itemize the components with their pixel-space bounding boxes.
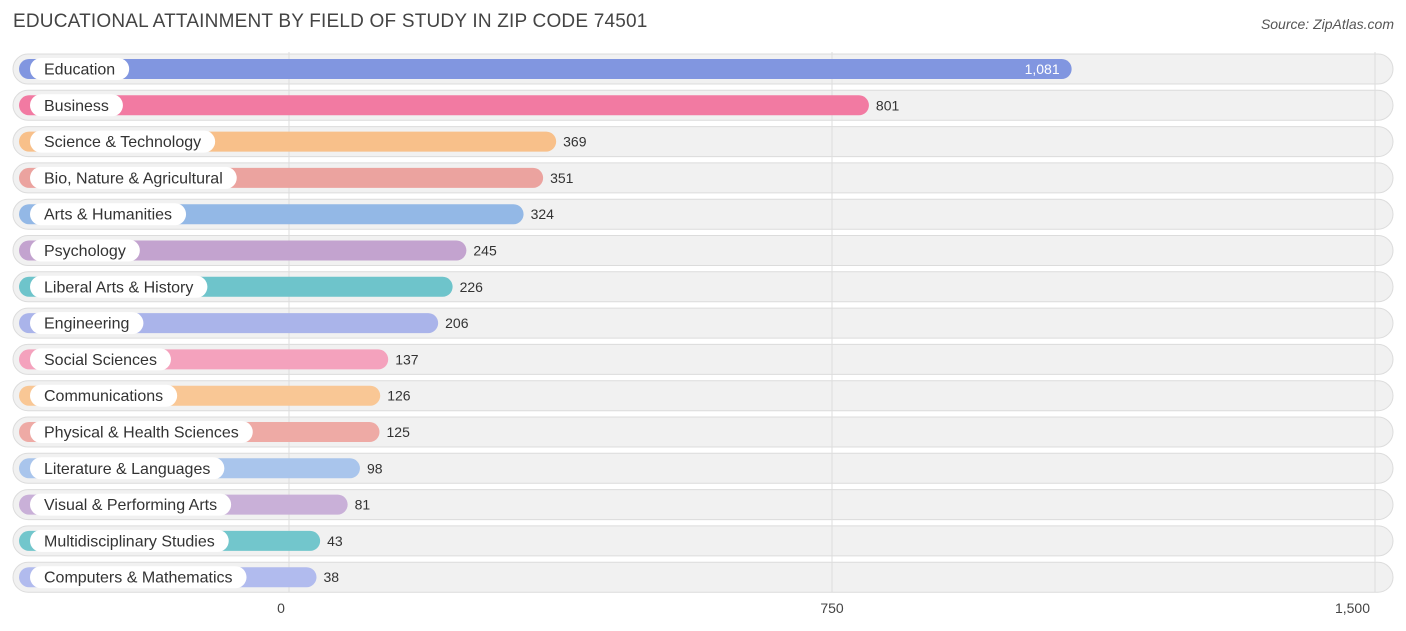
row-background — [12, 525, 1394, 557]
value-label: 126 — [387, 388, 411, 404]
category-label: Multidisciplinary Studies — [44, 533, 215, 550]
category-label: Psychology — [44, 243, 126, 260]
value-label: 43 — [327, 533, 343, 549]
value-label: 98 — [367, 460, 383, 476]
category-label-pill — [30, 566, 247, 589]
category-label: Business — [44, 98, 109, 115]
category-label: Bio, Nature & Agricultural — [44, 170, 223, 187]
value-label: 1,081 — [1025, 61, 1060, 77]
chart-title: EDUCATIONAL ATTAINMENT BY FIELD OF STUDY… — [13, 11, 648, 32]
category-label: Engineering — [44, 316, 129, 333]
category-label-pill — [30, 166, 237, 189]
category-label-pill — [30, 348, 171, 371]
bar — [19, 59, 1072, 79]
row-background — [12, 561, 1394, 593]
category-label: Computers & Mathematics — [44, 570, 233, 587]
category-label: Education — [44, 62, 115, 79]
category-label: Physical & Health Sciences — [44, 425, 239, 442]
category-label-pill — [30, 312, 144, 335]
category-label-pill — [30, 203, 187, 226]
value-label: 38 — [324, 569, 340, 585]
category-label-pill — [30, 529, 229, 552]
category-label-pill — [30, 493, 232, 516]
category-label: Social Sciences — [44, 352, 157, 369]
category-label-pill — [30, 58, 130, 80]
row-background — [12, 452, 1394, 484]
x-tick-label: 1,500 — [1335, 600, 1370, 616]
category-label: Communications — [44, 388, 163, 405]
x-tick-label: 0 — [277, 600, 285, 616]
value-label: 125 — [387, 424, 411, 440]
value-label: 801 — [876, 97, 900, 113]
category-label-pill — [30, 384, 178, 407]
category-label-pill — [30, 130, 216, 153]
row-background — [12, 489, 1394, 521]
bar — [19, 95, 869, 116]
value-label: 81 — [355, 497, 371, 513]
chart-source: Source: ZipAtlas.com — [1260, 16, 1394, 32]
category-label-pill — [30, 94, 123, 117]
value-label: 226 — [460, 279, 484, 295]
value-label: 137 — [395, 351, 419, 367]
x-tick-label: 750 — [820, 600, 844, 616]
category-label: Science & Technology — [44, 134, 201, 151]
category-label-pill — [30, 421, 253, 443]
value-label: 206 — [445, 315, 469, 331]
category-label-pill — [30, 275, 208, 298]
category-label-pill — [30, 457, 225, 480]
value-label: 245 — [473, 243, 497, 259]
category-label: Arts & Humanities — [44, 207, 172, 224]
category-label: Liberal Arts & History — [44, 279, 193, 296]
category-label-pill — [30, 239, 140, 262]
category-label: Visual & Performing Arts — [44, 497, 217, 514]
value-label: 369 — [563, 134, 587, 150]
value-label: 351 — [550, 170, 574, 186]
value-label: 324 — [531, 206, 555, 222]
category-label: Literature & Languages — [44, 461, 210, 478]
